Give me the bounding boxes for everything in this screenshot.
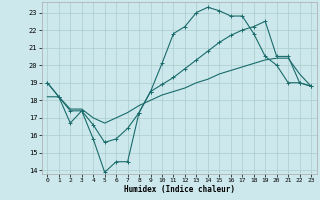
X-axis label: Humidex (Indice chaleur): Humidex (Indice chaleur) xyxy=(124,185,235,194)
